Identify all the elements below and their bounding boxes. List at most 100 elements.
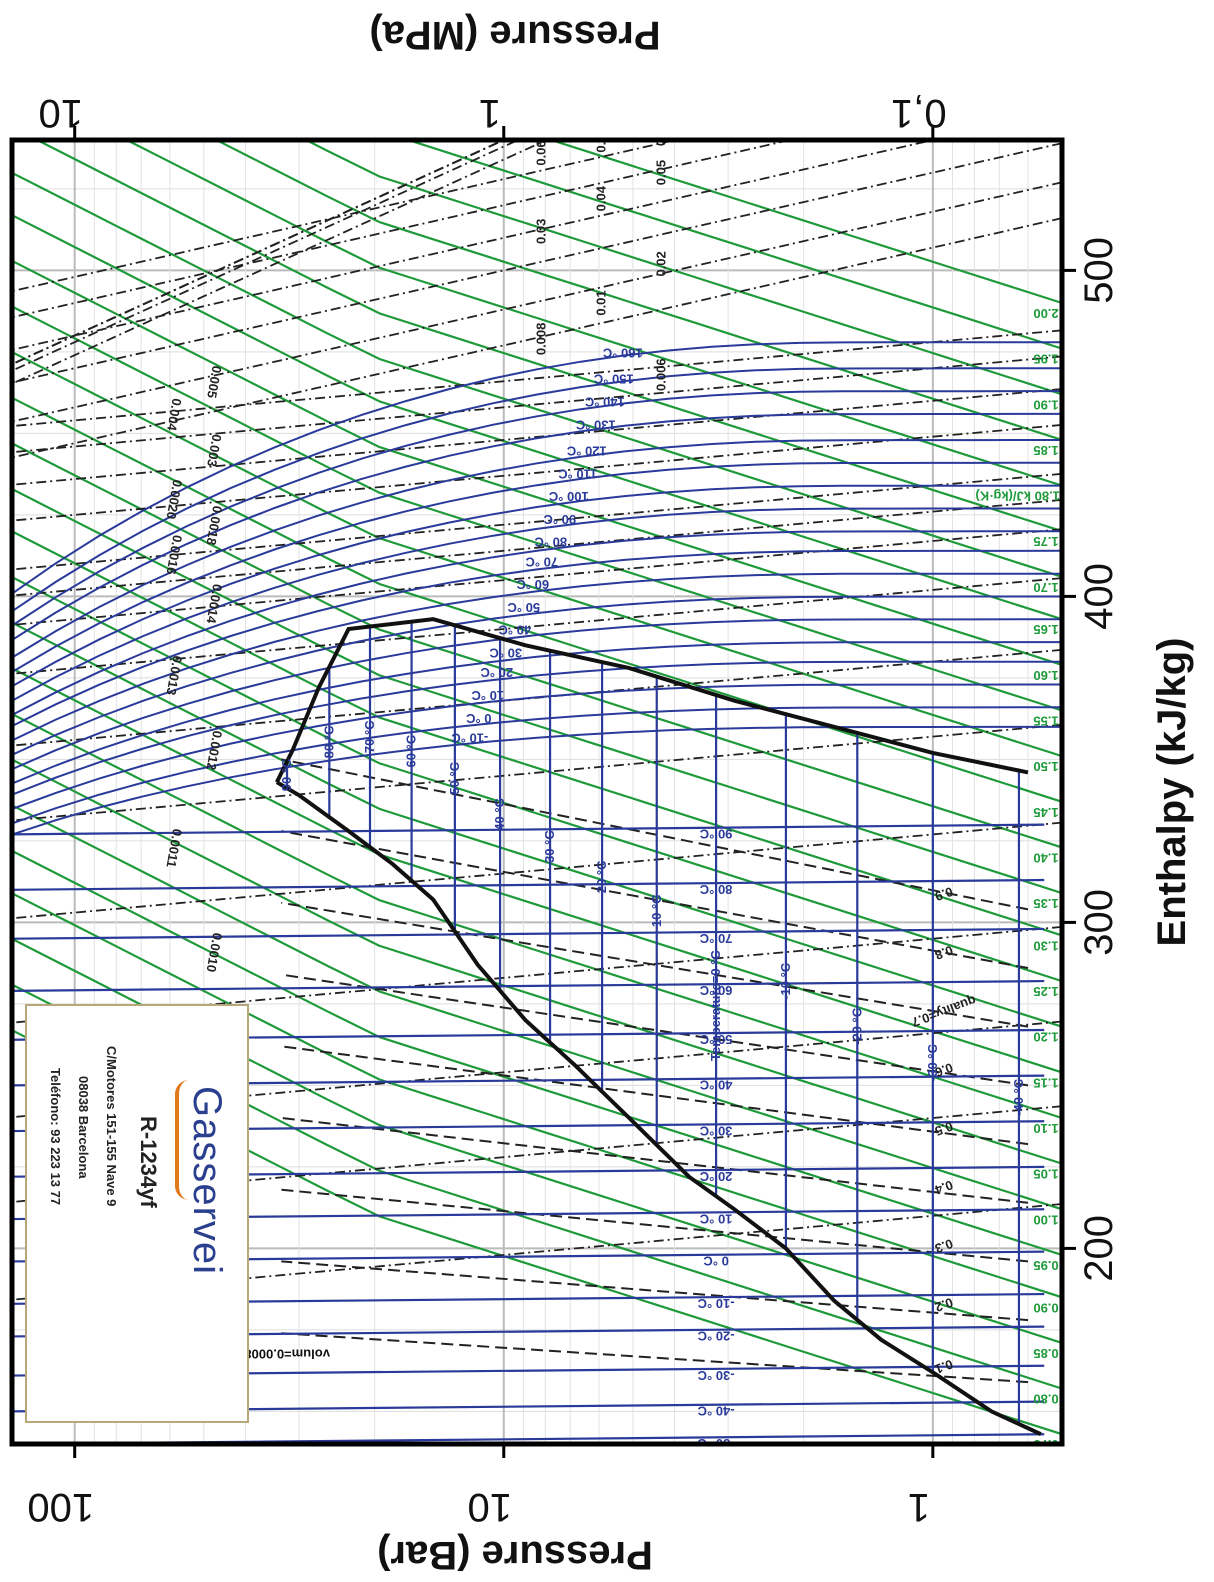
quality-line: [281, 830, 1029, 969]
isentrope-label: 1.25: [1033, 984, 1058, 999]
isentrope-line: [214, 140, 1062, 441]
isotherm-vapor-label: 110 °C: [558, 466, 598, 481]
isotherm-liquid-label: -30 °C: [697, 1368, 735, 1383]
isentrope-label: 1.95: [1033, 352, 1058, 367]
isotherm-liquid: [12, 823, 1045, 836]
isochore-line: [12, 1020, 1062, 1119]
isotherm-vapor: [12, 549, 1062, 727]
saturated-liquid-line: [275, 780, 1042, 1437]
isotherm-vapor-label: 0 °C: [465, 711, 491, 726]
isochore-label: 0.04: [593, 185, 608, 211]
company-info-box: Gasservei R-1234yf C/Motores 151-155 Nav…: [25, 1004, 249, 1423]
logo-swoosh-icon: [175, 1080, 189, 1200]
isochore-line: [12, 140, 549, 385]
y-tick-label-left: 1: [908, 1485, 930, 1529]
isotherm-liquid-label: 60 °C: [699, 983, 732, 998]
isotherm-liquid-label: 0 °C: [703, 1254, 729, 1269]
isotherm-vapor: [12, 530, 1062, 716]
isotherm-vapor-label: 30 °C: [489, 646, 522, 661]
isentrope-line: [12, 171, 1062, 578]
isochore-label: 0.003: [204, 433, 224, 468]
isentrope-label: 0.85: [1033, 1346, 1058, 1361]
isochore-line: [12, 1203, 1062, 1301]
isotherm-liquid-label: -50 °C: [697, 1436, 735, 1451]
quality-label: 0.6: [933, 1060, 955, 1080]
isochore-label: 0.06: [533, 140, 548, 165]
isotherm-label: 50 °C: [447, 761, 462, 794]
isentrope-label: 1.30: [1033, 938, 1058, 953]
isochore-label: 0.005: [204, 365, 224, 400]
isotherm-vapor-label: -10 °C: [451, 730, 489, 745]
isentrope-line: [404, 140, 1062, 350]
isotherm-liquid: [12, 979, 1045, 992]
quality-label: 0.1: [933, 1357, 955, 1377]
isentrope-line: [12, 849, 1062, 1256]
isotherm-label: 60 °C: [404, 734, 419, 767]
isentrope-label: 1.20: [1033, 1030, 1058, 1045]
isochore-label: 0.0014: [203, 583, 225, 626]
isotherm-label: 10 °C: [649, 894, 664, 927]
isotherm-vapor: [12, 390, 1062, 627]
isotherm-liquid-label: 30 °C: [699, 1123, 732, 1138]
isotherm-vapor: [12, 618, 1062, 771]
isotherm-vapor-label: 50 °C: [507, 600, 540, 615]
isentrope-label: 1.40: [1033, 850, 1058, 865]
isotherm-vapor: [12, 595, 1062, 756]
isentrope-line: [12, 488, 1062, 895]
isotherm-label: 30 °C: [542, 830, 557, 863]
isotherm-vapor-label: 20 °C: [480, 665, 513, 680]
isotherm-liquid-label: 80 °C: [699, 882, 732, 897]
isentrope-label: Entropy=1.80 kJ/(kg·K): [975, 489, 1116, 504]
x-tick-label: 400: [1077, 563, 1121, 630]
isochore-line: [12, 499, 1062, 597]
axis-ticks: 200 300 400 500 1 10 100 0,1 1 10: [27, 91, 1121, 1529]
isotherm-liquid-label: 20 °C: [699, 1169, 732, 1184]
isentrope-label: 1.15: [1033, 1075, 1058, 1090]
isotherm-vapor: [12, 725, 1062, 836]
x-tick-label: 200: [1077, 1215, 1121, 1282]
isentrope-label: 1.10: [1033, 1121, 1058, 1136]
isentrope-line: [12, 442, 1062, 849]
isochore-label: 0.0010: [203, 932, 225, 974]
isotherm-vapor: [12, 660, 1062, 796]
isotherm-vapor: [12, 341, 1062, 595]
isochore-label: 0.0012: [203, 729, 225, 771]
isotherm-vapor: [12, 439, 1062, 659]
isotherm-vapor: [12, 461, 1062, 673]
isotherm-vapor: [12, 507, 1062, 702]
isochore-label: 0.02: [653, 251, 668, 276]
isentrope-label: 1.50: [1033, 759, 1058, 774]
isotherm-liquid-label: 70 °C: [699, 931, 732, 946]
isochore-line: [12, 528, 1062, 626]
isotherm-vapor-label: 140 °C: [584, 395, 625, 410]
quality-label: 0.9: [933, 884, 955, 904]
quality-label: 0.4: [932, 1177, 955, 1198]
isentrope-line: [12, 758, 1062, 1165]
isentrope-line: [12, 621, 1062, 1028]
isentrope-line: [12, 351, 1062, 758]
y-tick-label-right: 1: [479, 91, 501, 135]
isochore-line: [12, 388, 1062, 486]
saturated-vapor-line: [275, 617, 1029, 784]
x-tick-label: 500: [1077, 237, 1121, 304]
isotherm-vapor-label: 90 °C: [543, 512, 576, 527]
isotherm-vapor-label: 100 °C: [548, 489, 589, 504]
isentrope-label: 1.00: [1033, 1212, 1058, 1227]
isentrope-label: 0.80: [1033, 1392, 1058, 1407]
plot-frame: [9, 137, 1065, 1447]
company-city: 08038 Barcelona: [76, 1076, 91, 1179]
isotherm-liquid: [12, 878, 1045, 891]
isotherm-label: 90 °C: [279, 758, 294, 791]
quality-line: [281, 758, 1029, 911]
isentrope-label: 1.85: [1033, 443, 1058, 458]
isotherm-label: -20 °C: [849, 1007, 864, 1045]
company-phone: Teléfono: 93 223 13 77: [48, 1068, 63, 1206]
isentrope-label: 1.60: [1033, 668, 1058, 683]
isochore-label: 0.01: [593, 290, 608, 315]
isochore-label: 0.0013: [163, 654, 185, 696]
isochore-label: 0.0020: [163, 478, 185, 520]
isotherm-label: -30 °C: [925, 1044, 940, 1082]
isotherm-vapor-label: 40 °C: [498, 623, 531, 638]
isentrope-label: 2.00: [1033, 306, 1058, 321]
isochore-line: [12, 140, 521, 372]
